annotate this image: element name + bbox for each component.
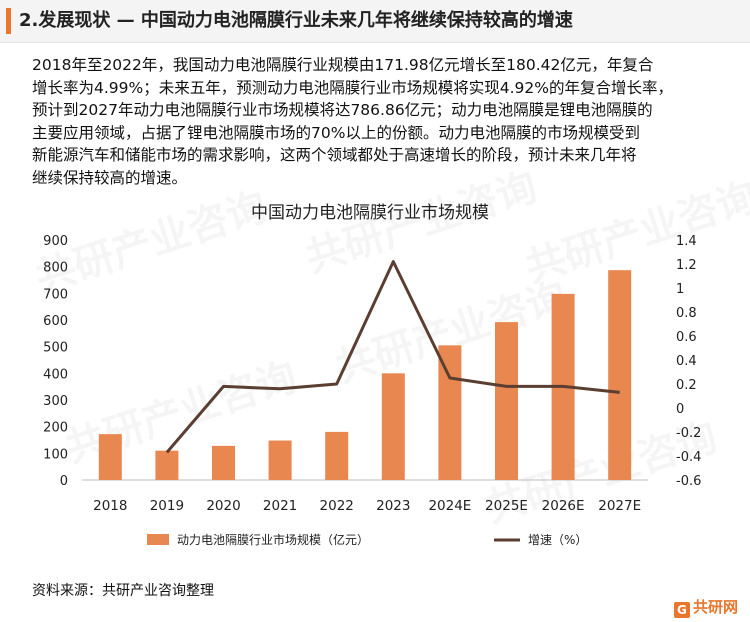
x-tick-label: 2023: [376, 498, 410, 514]
bar: [495, 322, 518, 480]
right-tick-label: 1.2: [676, 258, 697, 273]
right-tick-label: 0.2: [676, 378, 697, 393]
right-tick-label: 0.8: [676, 306, 697, 321]
x-tick-label: 2027E: [598, 498, 641, 514]
header-accent: [6, 8, 11, 34]
bar: [155, 450, 179, 480]
right-tick-label: 1.4: [676, 234, 697, 249]
right-tick-label: -0.6: [676, 474, 701, 489]
right-tick-label: -0.2: [676, 426, 701, 441]
x-tick-label: 2021: [263, 498, 297, 514]
bar: [325, 431, 349, 480]
paragraph-line: 新能源汽车和储能市场的需求影响，这两个领域都处于高速增长的阶段，预计未来几年将: [32, 146, 637, 164]
left-tick-label: 700: [43, 287, 68, 302]
header-bar: 2.发展现状 — 中国动力电池隔膜行业未来几年将继续保持较高的增速: [0, 0, 750, 43]
right-tick-label: -0.4: [676, 450, 701, 465]
intro-paragraph: 2018年至2022年，我国动力电池隔膜行业规模由171.98亿元增长至180.…: [32, 54, 732, 189]
logo-mark-icon: G: [673, 602, 690, 618]
x-tick-label: 2019: [150, 498, 184, 514]
left-tick-label: 300: [43, 394, 68, 409]
paragraph-line: 增长率为4.99%；未来五年，预测动力电池隔膜行业市场规模将实现4.92%的年复…: [32, 78, 673, 97]
bar: [381, 373, 405, 480]
legend-line-label: 增速（%）: [528, 533, 587, 547]
paragraph-line: 继续保持较高的增速。: [32, 168, 188, 187]
left-tick-label: 400: [43, 367, 68, 382]
logo-text: 共研网: [692, 598, 738, 616]
left-tick-label: 500: [43, 341, 68, 356]
legend-bar-swatch: [147, 534, 169, 545]
growth-line: [165, 260, 620, 454]
left-tick-label: 100: [43, 447, 68, 462]
right-tick-label: 0.6: [676, 330, 697, 345]
bar: [268, 440, 292, 480]
x-tick-label: 2020: [206, 498, 240, 514]
right-tick-label: 1: [676, 282, 684, 297]
left-tick-label: 200: [43, 421, 68, 436]
right-tick-label: 0: [676, 402, 684, 417]
paragraph-line: 2018年至2022年，我国动力电池隔膜行业规模由171.98亿元增长至180.…: [32, 56, 654, 74]
bar: [98, 434, 122, 480]
source-note: 资料来源：共研产业咨询整理: [32, 583, 214, 599]
legend-bar-label: 动力电池隔膜行业市场规模（亿元）: [177, 532, 369, 547]
x-tick-label: 2026E: [542, 498, 585, 514]
chart-title: 中国动力电池隔膜行业市场规模: [251, 203, 489, 223]
left-tick-label: 0: [60, 474, 68, 489]
left-tick-label: 900: [43, 234, 68, 249]
right-tick-label: 0.4: [676, 354, 697, 369]
page-title: 2.发展现状 — 中国动力电池隔膜行业未来几年将继续保持较高的增速: [19, 10, 573, 31]
left-tick-label: 600: [43, 314, 68, 329]
bar: [212, 445, 235, 480]
bar: [608, 270, 632, 480]
brand-logo: G 共研网: [673, 596, 738, 618]
paragraph-line: 预计到2027年动力电池隔膜行业市场规模将达786.86亿元；动力电池隔膜是锂电…: [32, 101, 653, 119]
bar: [438, 345, 462, 480]
left-tick-label: 800: [43, 261, 68, 276]
x-tick-label: 2025E: [485, 498, 528, 514]
paragraph-line: 主要应用领域，占据了锂电池隔膜市场的70%以上的份额。动力电池隔膜的市场规模受到: [32, 123, 640, 142]
x-tick-label: 2022: [320, 498, 354, 514]
x-tick-label: 2018: [93, 498, 127, 514]
x-tick-label: 2024E: [428, 498, 471, 514]
